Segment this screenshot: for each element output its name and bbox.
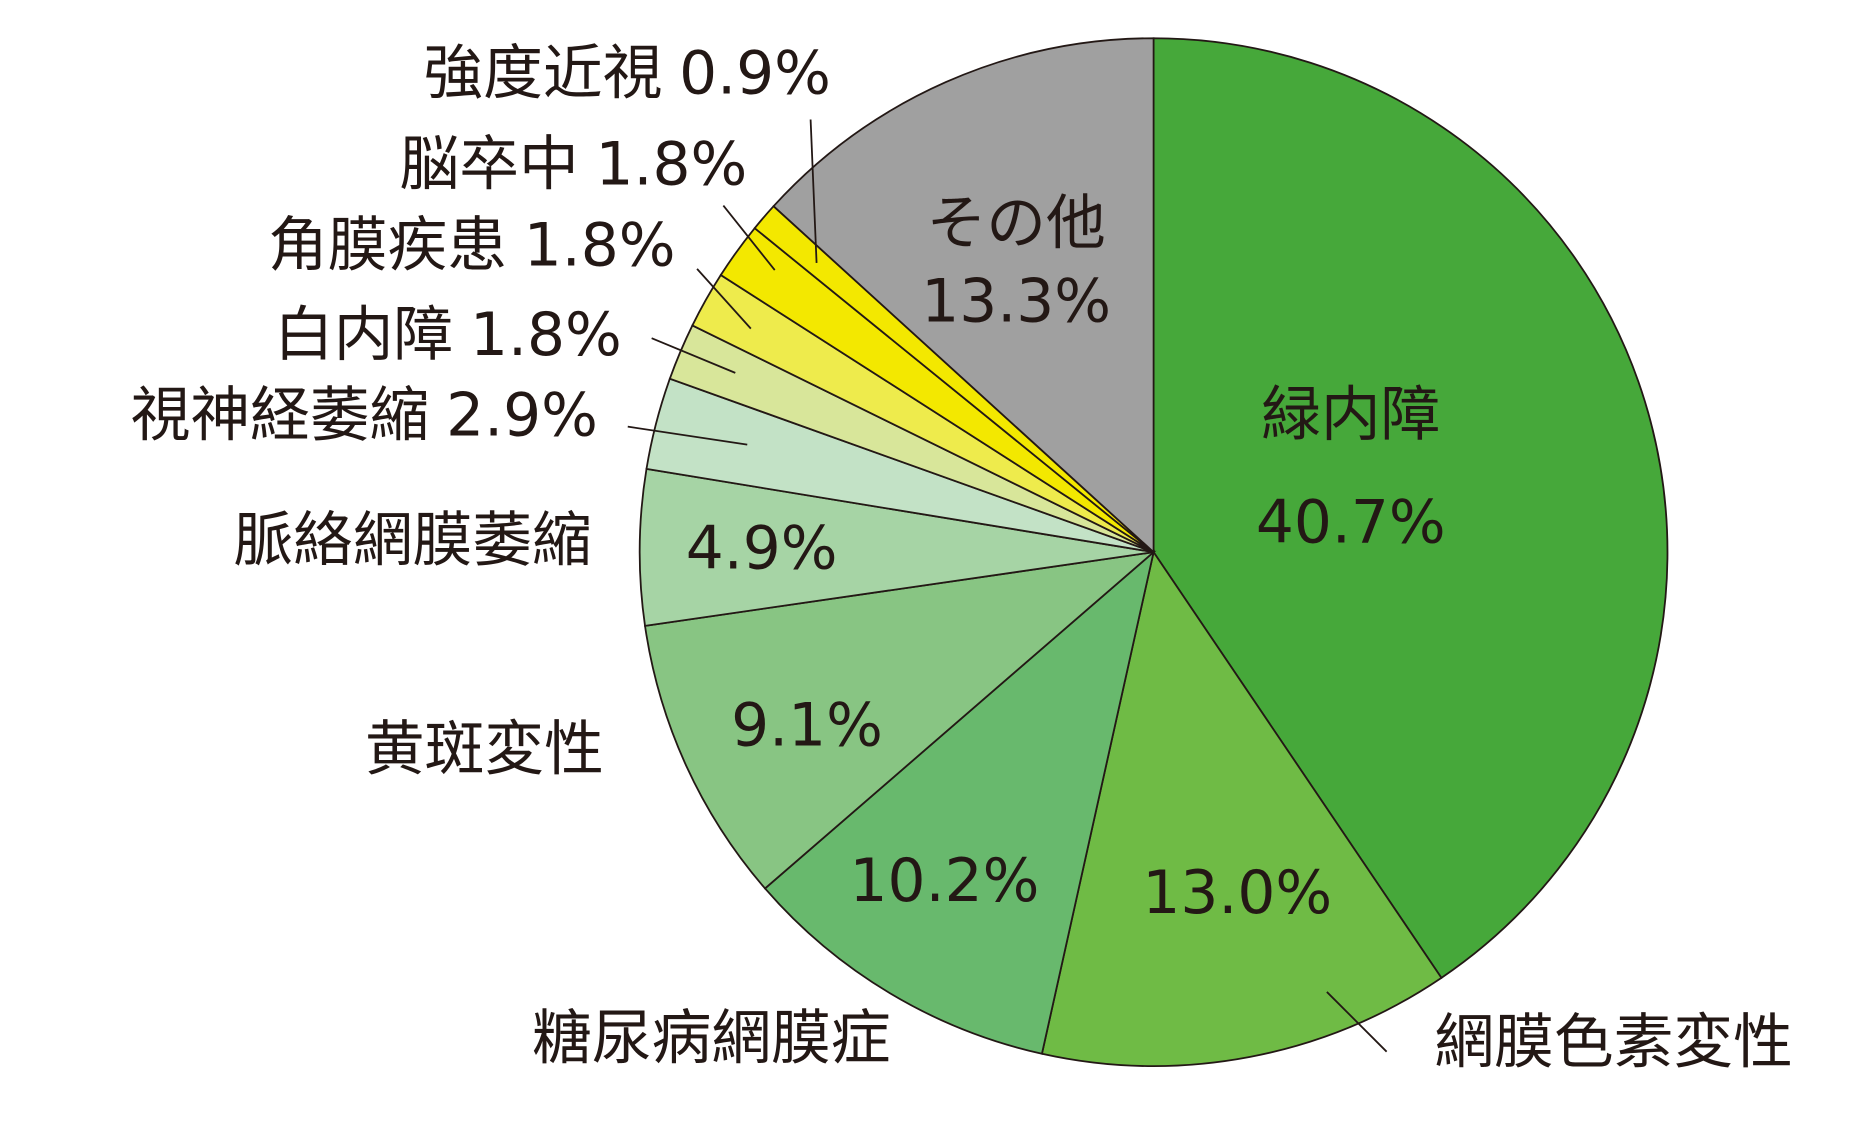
- pie-slice: [644, 550, 1157, 890]
- pie-slice: [1040, 549, 1443, 1067]
- category-label: 視神経萎縮: [131, 381, 430, 450]
- value-label: 10.2%: [850, 847, 1040, 916]
- leader-line: [722, 204, 776, 271]
- leader-line: [651, 337, 736, 374]
- value-label: 2.9%: [446, 381, 598, 450]
- leader-line: [696, 268, 752, 330]
- value-label: 1.8%: [524, 211, 676, 280]
- category-label: 黄斑変性: [365, 716, 604, 785]
- leader-line: [1326, 991, 1388, 1053]
- pie-slice: [763, 549, 1156, 1055]
- category-label: 脳卒中: [399, 130, 578, 199]
- slice-label: 脳卒中 1.8%: [399, 130, 747, 199]
- value-label: 1.8%: [595, 130, 747, 199]
- slice-label: 視神経萎縮 2.9%: [131, 381, 598, 450]
- value-label: 1.8%: [470, 301, 622, 370]
- category-label: その他: [927, 190, 1106, 259]
- value-label: 4.9%: [686, 515, 838, 584]
- value-label: 13.3%: [921, 267, 1111, 336]
- value-label: 0.9%: [679, 39, 831, 108]
- category-label: 網膜色素変性: [1434, 1008, 1793, 1077]
- leader-line: [627, 425, 748, 446]
- value-label: 13.0%: [1142, 859, 1332, 928]
- pie-slice: [1152, 37, 1669, 980]
- category-label: 強度近視: [423, 39, 662, 108]
- category-label: 脈絡網膜萎縮: [233, 506, 592, 575]
- slice-label: 白内障 1.8%: [274, 301, 622, 370]
- slice-label: 強度近視 0.9%: [423, 39, 831, 108]
- value-label: 9.1%: [731, 692, 883, 761]
- leader-line: [809, 119, 818, 263]
- pie-slice: [638, 467, 1154, 627]
- category-label: 緑内障: [1261, 381, 1440, 450]
- pie-slice: [772, 37, 1155, 555]
- category-label: 角膜疾患: [268, 211, 507, 280]
- category-label: 糖尿病網膜症: [532, 1005, 891, 1074]
- category-label: 白内障: [274, 301, 453, 370]
- slice-label: 角膜疾患 1.8%: [268, 211, 676, 280]
- value-label: 40.7%: [1256, 488, 1446, 557]
